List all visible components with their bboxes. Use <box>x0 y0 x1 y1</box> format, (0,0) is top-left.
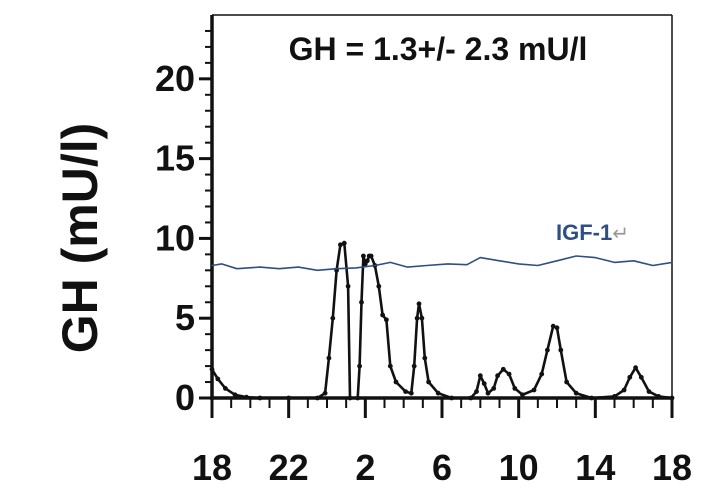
gh-data-point <box>468 395 474 401</box>
gh-data-point <box>656 394 661 399</box>
gh-data-point <box>223 386 228 391</box>
gh-data-point <box>426 379 431 385</box>
y-axis-label: GH (mU/l) <box>52 123 108 354</box>
gh-data-point <box>474 389 479 394</box>
y-tick-label: 20 <box>155 58 195 99</box>
gh-data-point <box>481 381 487 386</box>
chart-title: GH = 1.3+/- 2.3 mU/l <box>289 31 588 67</box>
gh-data-point <box>357 363 362 369</box>
gh-data-point <box>512 386 518 391</box>
gh-data-point <box>435 390 441 396</box>
gh-data-point <box>408 390 414 396</box>
gh-data-point <box>564 379 569 385</box>
x-axis-ticks: 18 22 2 6 10 14 18 <box>192 398 692 488</box>
gh-data-point <box>215 376 221 382</box>
gh-data-point <box>345 283 351 289</box>
x-tick-label: 6 <box>432 447 452 488</box>
gh-data-point <box>376 283 382 289</box>
gh-data-point <box>491 386 497 391</box>
gh-data-point <box>449 395 454 401</box>
gh-data-point <box>384 317 389 323</box>
x-tick-label: 18 <box>192 447 232 488</box>
gh-data-point <box>326 355 332 361</box>
gh-data-point <box>244 394 249 400</box>
gh-data-point <box>627 374 633 380</box>
x-tick-label: 14 <box>575 447 615 488</box>
gh-data-point <box>361 253 366 259</box>
gh-data-point <box>638 374 644 380</box>
gh-data-point <box>520 392 525 398</box>
gh-data-point <box>359 299 364 305</box>
gh-data-point <box>257 395 263 401</box>
x-tick-label: 2 <box>355 447 375 488</box>
x-tick-label: 22 <box>269 447 309 488</box>
gh-data-point <box>315 395 320 401</box>
gh-data-point <box>506 371 512 377</box>
gh-data-point <box>368 253 374 259</box>
y-tick-label: 5 <box>175 297 195 338</box>
gh-data-point <box>393 379 399 385</box>
gh-data-point <box>422 355 428 361</box>
y-axis-ticks: 0 5 10 15 20 <box>155 29 212 418</box>
gh-data-point <box>419 315 425 321</box>
gh-data-point <box>495 373 500 379</box>
gh-data-point <box>209 366 215 372</box>
gh-data-point <box>621 387 627 393</box>
gh-data-point <box>550 323 556 329</box>
gh-data-point <box>330 315 336 321</box>
gh-data-point <box>485 390 491 396</box>
gh-data-point <box>500 366 506 372</box>
gh-data-point <box>539 371 545 377</box>
gh-data-point <box>531 387 537 393</box>
gh-data-point <box>322 390 328 396</box>
gh-data-point <box>338 242 343 248</box>
gh-data-point <box>355 395 361 401</box>
plot-frame <box>210 14 673 400</box>
gh-data-point <box>341 240 347 246</box>
gh-data-point <box>416 301 422 307</box>
gh-data-point <box>477 373 483 379</box>
gh-data-point <box>403 389 408 394</box>
y-tick-label: 15 <box>155 138 195 179</box>
x-tick-label: 18 <box>652 447 692 488</box>
gh-data-point <box>633 365 638 371</box>
series-layer <box>209 240 675 401</box>
gh-data-point <box>545 347 550 353</box>
gh-data-point <box>414 315 420 321</box>
gh-data-point <box>364 258 370 264</box>
gh-data-point <box>612 394 617 399</box>
gh-data-point <box>387 363 393 369</box>
gh-data-point <box>558 347 564 353</box>
gh-data-point <box>380 312 385 318</box>
gh-data-point <box>646 389 652 394</box>
gh-data-point <box>573 390 579 396</box>
gh-data-point <box>554 325 560 331</box>
y-tick-label: 10 <box>155 217 195 258</box>
igf-1-annotation: IGF-1↵ <box>556 220 629 245</box>
gh-data-point <box>589 395 594 401</box>
igf-1-label: IGF-1 <box>556 220 612 245</box>
x-tick-label: 10 <box>499 447 539 488</box>
gh-data-point <box>347 395 353 401</box>
return-mark: ↵ <box>612 223 629 245</box>
y-tick-label: 0 <box>175 377 195 418</box>
igf-1-series-line <box>211 255 673 272</box>
gh-series-line <box>210 241 674 400</box>
gh-data-point <box>232 392 238 398</box>
gh-data-point <box>411 363 417 369</box>
